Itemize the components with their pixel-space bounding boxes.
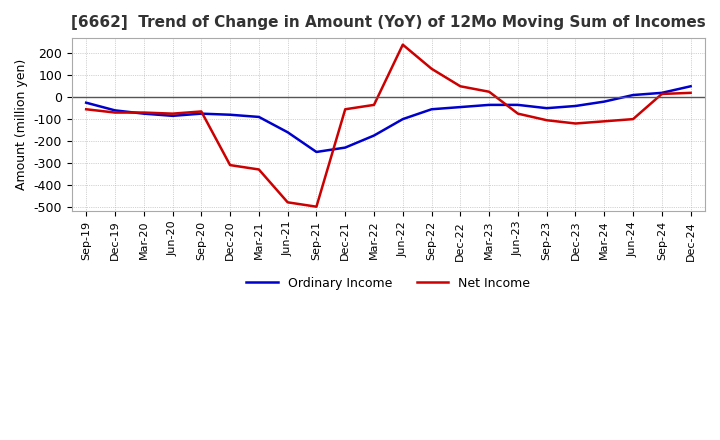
- Net Income: [111, 110, 120, 115]
- Ordinary Income: [312, 149, 320, 154]
- Net Income: [657, 92, 666, 97]
- Net Income: [255, 167, 264, 172]
- Ordinary Income: [82, 100, 91, 105]
- Net Income: [513, 111, 522, 116]
- Ordinary Income: [341, 145, 349, 150]
- Net Income: [398, 42, 407, 48]
- Ordinary Income: [686, 84, 695, 89]
- Ordinary Income: [226, 112, 235, 117]
- Ordinary Income: [140, 111, 148, 116]
- Net Income: [140, 110, 148, 115]
- Net Income: [284, 200, 292, 205]
- Ordinary Income: [513, 102, 522, 107]
- Net Income: [341, 106, 349, 112]
- Ordinary Income: [629, 92, 637, 98]
- Ordinary Income: [427, 106, 436, 112]
- Ordinary Income: [542, 106, 551, 111]
- Net Income: [369, 102, 378, 107]
- Y-axis label: Amount (million yen): Amount (million yen): [15, 59, 28, 190]
- Net Income: [571, 121, 580, 126]
- Ordinary Income: [657, 90, 666, 95]
- Net Income: [456, 84, 464, 89]
- Net Income: [82, 106, 91, 112]
- Ordinary Income: [369, 133, 378, 138]
- Ordinary Income: [571, 103, 580, 109]
- Line: Net Income: Net Income: [86, 45, 690, 207]
- Net Income: [197, 109, 206, 114]
- Ordinary Income: [197, 111, 206, 116]
- Legend: Ordinary Income, Net Income: Ordinary Income, Net Income: [241, 272, 536, 295]
- Ordinary Income: [255, 114, 264, 120]
- Ordinary Income: [168, 113, 177, 118]
- Net Income: [312, 204, 320, 209]
- Net Income: [600, 119, 608, 124]
- Ordinary Income: [111, 108, 120, 113]
- Ordinary Income: [284, 130, 292, 135]
- Ordinary Income: [398, 117, 407, 122]
- Net Income: [629, 117, 637, 122]
- Net Income: [542, 117, 551, 123]
- Ordinary Income: [485, 102, 493, 107]
- Title: [6662]  Trend of Change in Amount (YoY) of 12Mo Moving Sum of Incomes: [6662] Trend of Change in Amount (YoY) o…: [71, 15, 706, 30]
- Net Income: [427, 66, 436, 71]
- Ordinary Income: [456, 104, 464, 110]
- Line: Ordinary Income: Ordinary Income: [86, 86, 690, 152]
- Net Income: [686, 90, 695, 95]
- Net Income: [485, 89, 493, 95]
- Ordinary Income: [600, 99, 608, 104]
- Net Income: [226, 162, 235, 168]
- Net Income: [168, 111, 177, 116]
